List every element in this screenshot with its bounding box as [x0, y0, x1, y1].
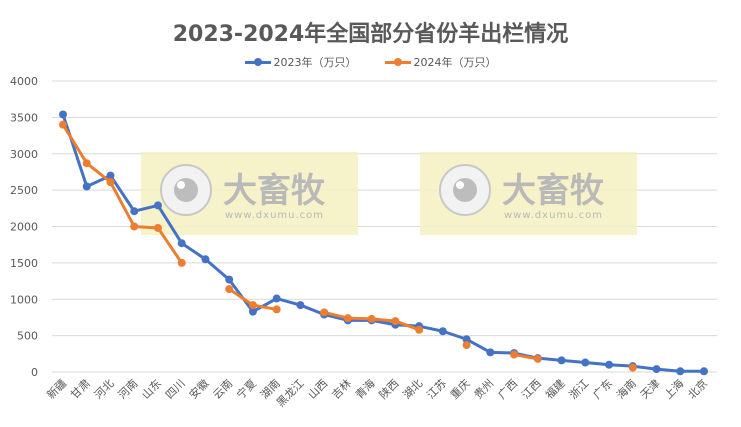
y-tick-label: 4000 [10, 75, 38, 88]
x-tick-label: 湖北 [400, 377, 425, 402]
y-axis: 0 500 1000 1500 2000 2500 3000 3500 4000 [10, 75, 38, 379]
data-point[interactable] [438, 327, 447, 336]
data-point[interactable] [510, 350, 519, 359]
x-tick-label: 福建 [542, 376, 567, 401]
watermark-brand: 大畜牧 [502, 171, 605, 211]
x-tick-label: 甘肃 [68, 377, 93, 402]
watermark-url: www.dxumu.com [225, 210, 324, 221]
legend-item-2024[interactable]: 2024年（万只） [384, 54, 497, 70]
data-point[interactable] [367, 314, 376, 323]
data-point[interactable] [533, 354, 542, 363]
data-point[interactable] [153, 201, 162, 210]
data-point[interactable] [391, 317, 400, 326]
x-axis: 新疆甘肃河北河南山东四川安徽云南宁夏湖南黑龙江山西吉林青海陕西湖北江苏重庆贵州广… [44, 376, 710, 409]
y-tick-label: 1500 [10, 257, 38, 270]
y-tick-label: 3000 [10, 148, 38, 161]
y-tick-label: 1000 [10, 293, 38, 306]
legend-label-2023: 2023年（万只） [273, 56, 357, 69]
x-tick-label: 吉林 [329, 376, 354, 401]
legend-item-2023[interactable]: 2023年（万只） [244, 54, 357, 70]
data-point[interactable] [272, 294, 281, 303]
y-tick-label: 3500 [10, 111, 38, 124]
data-point[interactable] [59, 110, 67, 119]
x-tick-label: 黑龙江 [274, 377, 307, 410]
y-tick-label: 500 [17, 330, 38, 343]
data-point[interactable] [272, 305, 281, 314]
data-point[interactable] [605, 360, 614, 369]
data-point[interactable] [177, 239, 186, 248]
x-tick-label: 浙江 [567, 377, 592, 402]
series-2024 [59, 120, 637, 372]
series-lines [59, 110, 708, 376]
x-tick-label: 重庆 [447, 376, 472, 401]
data-point[interactable] [557, 356, 566, 365]
data-point[interactable] [248, 307, 257, 316]
data-point[interactable] [700, 367, 708, 376]
data-point[interactable] [82, 182, 91, 191]
data-point[interactable] [652, 365, 661, 374]
data-point[interactable] [296, 301, 305, 310]
data-point[interactable] [225, 285, 234, 294]
x-tick-label: 河南 [116, 377, 141, 402]
data-point[interactable] [486, 348, 495, 357]
data-point[interactable] [248, 301, 257, 310]
watermark-url: www.dxumu.com [504, 210, 603, 221]
chart-title: 2023-2024年全国部分省份羊出栏情况 [172, 22, 569, 47]
x-tick-label: 天津 [638, 377, 663, 402]
x-tick-label: 广东 [590, 377, 615, 402]
chart-legend: 2023年（万只） 2024年（万只） [0, 54, 741, 70]
y-tick-label: 0 [31, 366, 38, 379]
data-point[interactable] [343, 314, 352, 323]
x-tick-label: 北京 [685, 376, 710, 401]
x-tick-label: 云南 [211, 377, 236, 402]
x-tick-label: 宁夏 [234, 376, 259, 401]
x-tick-label: 上海 [661, 376, 686, 401]
x-tick-label: 安徽 [186, 376, 211, 401]
data-point[interactable] [581, 358, 590, 367]
y-tick-label: 2000 [10, 221, 38, 234]
data-point[interactable] [628, 363, 637, 372]
legend-line-marker-icon [244, 56, 271, 68]
data-point[interactable] [462, 335, 471, 344]
x-tick-label: 山东 [139, 377, 164, 402]
legend-line-marker-icon [384, 56, 411, 68]
data-point[interactable] [106, 171, 115, 180]
x-tick-label: 河北 [92, 377, 117, 402]
data-point[interactable] [320, 308, 329, 317]
data-point[interactable] [130, 207, 139, 216]
data-point[interactable] [462, 341, 471, 350]
x-tick-label: 山西 [306, 377, 331, 402]
data-point[interactable] [82, 159, 91, 168]
x-tick-label: 新疆 [44, 376, 69, 401]
x-tick-label: 江苏 [424, 377, 449, 402]
data-point[interactable] [106, 178, 115, 187]
data-point[interactable] [153, 223, 162, 232]
data-point[interactable] [225, 275, 234, 284]
legend-label-2024: 2024年（万只） [413, 56, 497, 69]
data-point[interactable] [177, 258, 186, 267]
x-tick-label: 四川 [163, 377, 188, 402]
x-tick-label: 广西 [495, 377, 520, 402]
data-point[interactable] [201, 255, 210, 264]
data-point[interactable] [59, 120, 67, 129]
watermark-brand: 大畜牧 [223, 171, 326, 211]
x-tick-label: 贵州 [472, 377, 497, 402]
y-tick-label: 2500 [10, 184, 38, 197]
x-tick-label: 陕西 [376, 376, 401, 401]
data-point[interactable] [415, 325, 424, 334]
data-point[interactable] [676, 367, 685, 376]
x-tick-label: 江西 [519, 377, 544, 402]
data-point[interactable] [130, 222, 139, 231]
x-tick-label: 海南 [613, 376, 638, 401]
x-tick-label: 青海 [352, 376, 377, 401]
